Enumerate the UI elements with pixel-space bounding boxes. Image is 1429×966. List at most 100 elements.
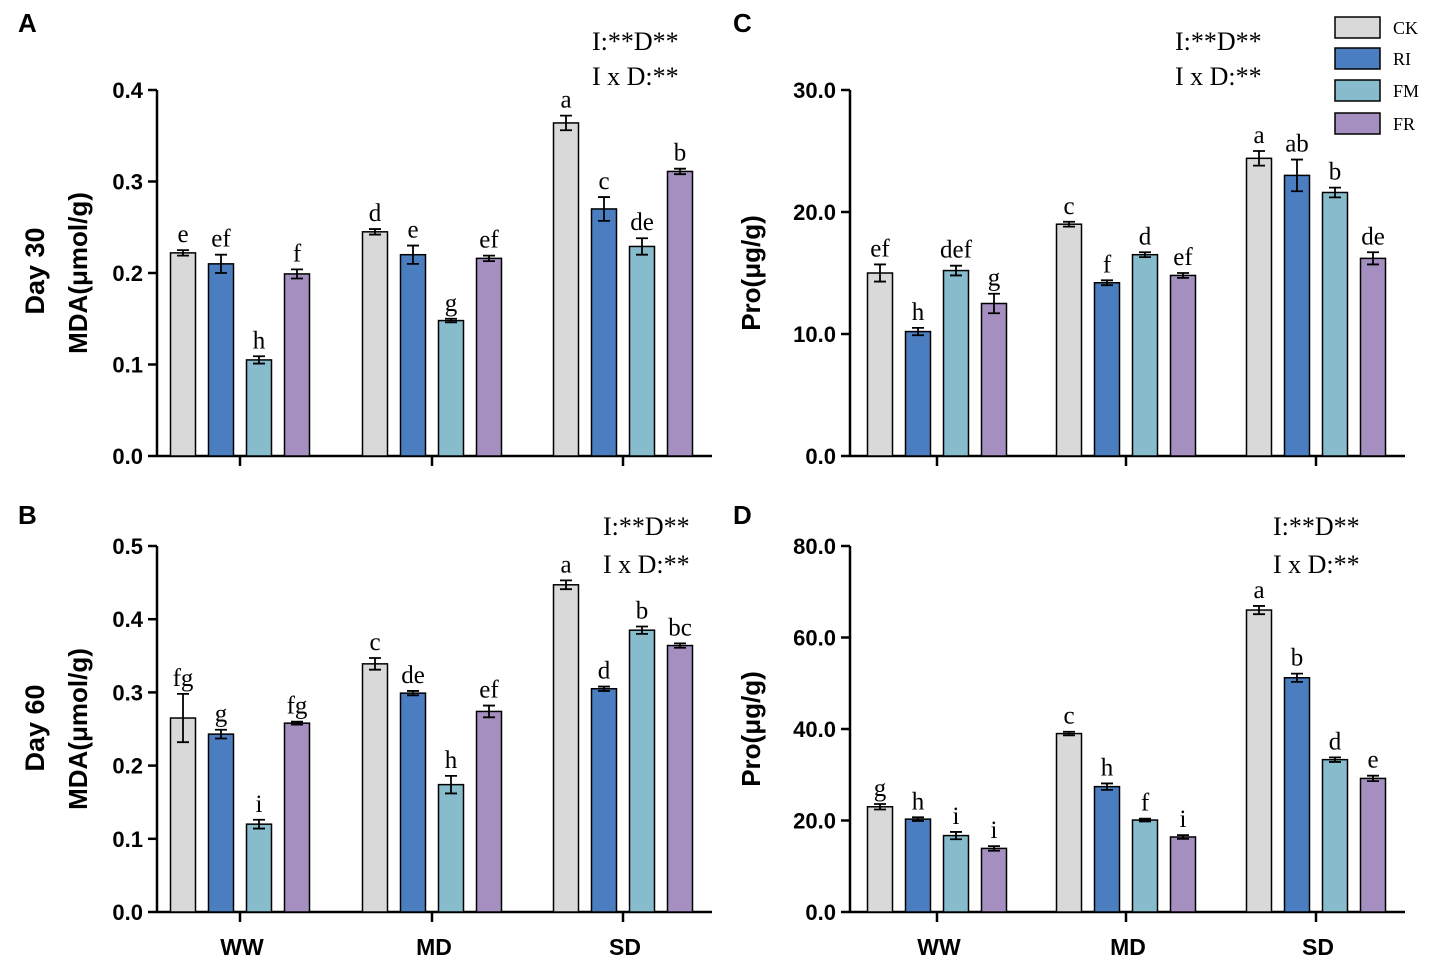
significance-letter: c — [598, 168, 609, 195]
significance-letter: bc — [668, 614, 692, 641]
bar-fm-md — [437, 319, 465, 457]
stat-annotation: I x D:** — [1175, 62, 1262, 91]
significance-letter: b — [1291, 645, 1304, 672]
bar-ck-ww — [169, 252, 197, 457]
bar-ri-ww — [207, 263, 235, 457]
significance-letter: b — [1329, 159, 1342, 186]
significance-letter: h — [1101, 754, 1114, 781]
bar-ck-sd — [1245, 157, 1273, 457]
y-tick-label: 0.1 — [112, 353, 143, 378]
significance-letter: e — [407, 217, 418, 244]
panel-d: D Pro(μg/g) 0.0 20.0 40.0 60.0 80.0 WW MD SD g c a h h… — [733, 500, 1405, 960]
x-tick-label-ww: WW — [220, 934, 264, 960]
significance-letter: e — [1367, 747, 1378, 774]
significance-letter: b — [636, 598, 649, 625]
error-bar — [874, 803, 886, 811]
error-bar — [636, 625, 648, 635]
bar-ri-ww — [207, 733, 235, 913]
error-bar — [560, 114, 572, 132]
significance-letter: h — [253, 327, 266, 354]
error-bar — [560, 579, 572, 591]
error-bar — [177, 249, 189, 257]
bar-ck-md — [1055, 223, 1083, 457]
legend-label-ck: CK — [1393, 18, 1418, 38]
significance-letter: d — [598, 658, 611, 685]
bar-fr-ww — [283, 273, 311, 457]
error-bar — [1253, 605, 1265, 616]
bar-ri-sd — [1283, 677, 1311, 913]
error-bar — [483, 704, 495, 719]
y-axis-label: MDA(μmol/g) — [63, 648, 93, 810]
error-bar — [369, 657, 381, 671]
error-bar — [988, 292, 1000, 315]
error-bar — [874, 263, 886, 283]
significance-letter: ef — [479, 227, 499, 254]
bar-ri-md — [399, 253, 427, 457]
error-bar — [369, 228, 381, 236]
bar-fm-sd — [628, 245, 656, 457]
bar-fm-sd — [1321, 758, 1349, 913]
bar-fm-ww — [245, 359, 273, 457]
bar-ri-sd — [590, 687, 618, 913]
stat-annotation: I x D:** — [592, 62, 679, 91]
legend-swatch-fr — [1334, 112, 1381, 135]
bar-fm-sd — [628, 629, 656, 913]
x-tick-label-ww: WW — [917, 934, 961, 960]
significance-letter: fg — [287, 693, 308, 720]
significance-letter: a — [560, 551, 571, 578]
error-bar — [1291, 158, 1303, 193]
significance-letter: g — [988, 265, 1001, 292]
bar-fm-ww — [942, 269, 970, 457]
panel-c: C Pro(μg/g) 0.0 10.0 20.0 30.0 ef c a h f ab def d b g e… — [733, 8, 1405, 469]
bar-ck-ww — [866, 806, 894, 913]
y-tick-label: 0.3 — [112, 170, 143, 195]
error-bar — [912, 816, 924, 822]
bar-fr-md — [1169, 274, 1197, 457]
significance-letter: c — [369, 629, 380, 656]
significance-letter: de — [1361, 223, 1385, 250]
error-bar — [950, 264, 962, 277]
panel-letter: A — [18, 8, 37, 38]
bar-ri-ww — [904, 330, 932, 457]
significance-letter: i — [256, 791, 263, 818]
bar-ck-sd — [552, 122, 580, 457]
significance-letter: c — [1063, 703, 1074, 730]
legend-swatch-ck — [1334, 16, 1381, 39]
y-tick-label: 0.4 — [112, 607, 143, 632]
panel-letter: B — [18, 500, 37, 530]
y-tick-label: 0.2 — [112, 261, 143, 286]
error-bar — [445, 774, 457, 795]
row-label-day30: Day 30 — [20, 227, 50, 314]
y-axis-label: Pro(μg/g) — [736, 671, 766, 787]
y-tick-label: 20.0 — [793, 809, 836, 834]
error-bar — [1367, 774, 1379, 783]
bar-ck-sd — [552, 584, 580, 913]
bar-fr-ww — [980, 847, 1008, 913]
significance-letter: ef — [479, 677, 499, 704]
bar-fr-ww — [980, 302, 1008, 457]
error-bar — [598, 685, 610, 692]
bar-fm-md — [1131, 253, 1159, 457]
stat-annotation: I x D:** — [603, 550, 690, 579]
significance-letter: a — [560, 87, 571, 114]
error-bar — [1329, 756, 1341, 763]
error-bar — [1177, 272, 1189, 279]
error-bar — [1253, 150, 1265, 167]
error-bar — [215, 253, 227, 274]
bar-ck-md — [1055, 732, 1083, 913]
bar-ri-md — [1093, 282, 1121, 457]
error-bar — [1139, 817, 1151, 823]
bar-ri-sd — [1283, 174, 1311, 457]
legend: CK RI FM FR — [1334, 16, 1419, 135]
row-label-day60: Day 60 — [20, 684, 50, 771]
x-tick-label-sd: SD — [1302, 934, 1334, 960]
error-bar — [674, 167, 686, 176]
legend-swatch-ri — [1334, 47, 1381, 70]
significance-letter: a — [1253, 122, 1264, 149]
significance-letter: f — [1103, 251, 1112, 278]
error-bar — [253, 818, 265, 830]
error-bar — [674, 642, 686, 649]
y-tick-label: 30.0 — [793, 78, 836, 103]
legend-label-fm: FM — [1393, 81, 1419, 101]
